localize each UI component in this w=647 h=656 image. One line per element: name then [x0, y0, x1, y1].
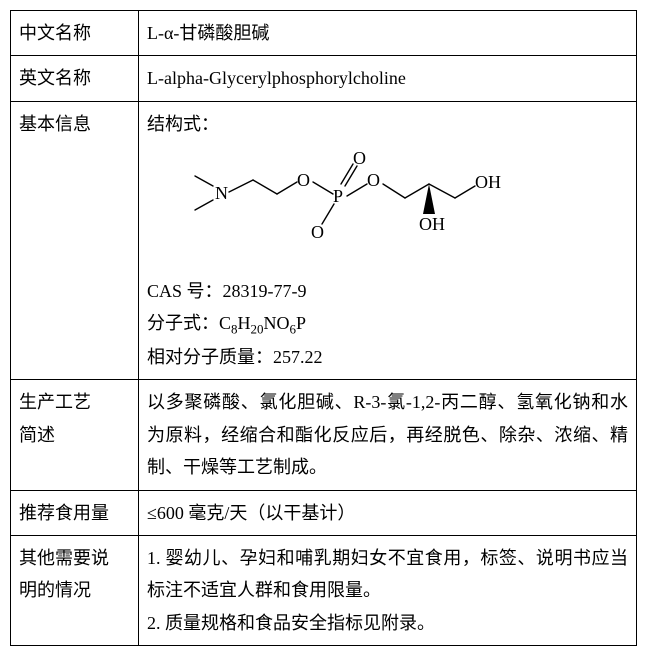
cas-value: 28319-77-9 — [223, 281, 307, 301]
note-line-1: 1. 婴幼儿、孕妇和哺乳期妇女不宜食用，标签、说明书应当标注不适宜人群和食用限量… — [147, 542, 628, 607]
cas-line: CAS 号：28319-77-9 — [147, 275, 628, 307]
mw-value: 257.22 — [273, 347, 323, 367]
mw-line: 相对分子质量：257.22 — [147, 341, 628, 373]
row-en-name: 英文名称 L-alpha-Glycerylphosphorylcholine — [11, 56, 637, 101]
label-en-name: 英文名称 — [11, 56, 139, 101]
cas-label: CAS 号： — [147, 281, 223, 301]
formula-value: C8H20NO6P — [219, 313, 306, 333]
value-cn-name: L-α-甘磷酸胆碱 — [139, 11, 637, 56]
row-intake: 推荐食用量 ≤600 毫克/天（以干基计） — [11, 490, 637, 535]
molecule-structure: N O P — [147, 140, 628, 274]
row-process: 生产工艺 简述 以多聚磷酸、氯化胆碱、R-3-氯-1,2-丙二醇、氢氧化钠和水为… — [11, 380, 637, 490]
svg-text:OH: OH — [475, 172, 501, 192]
svg-text:O: O — [353, 148, 366, 168]
value-basic-info: 结构式： N — [139, 101, 637, 380]
svg-text:O: O — [297, 170, 310, 190]
label-intake: 推荐食用量 — [11, 490, 139, 535]
row-basic-info: 基本信息 结构式： N — [11, 101, 637, 380]
compound-info-table: 中文名称 L-α-甘磷酸胆碱 英文名称 L-alpha-Glycerylphos… — [10, 10, 637, 646]
label-process: 生产工艺 简述 — [11, 380, 139, 490]
svg-text:N: N — [215, 183, 228, 203]
structure-label: 结构式： — [147, 108, 628, 140]
value-intake: ≤600 毫克/天（以干基计） — [139, 490, 637, 535]
note-line-2: 2. 质量规格和食品安全指标见附录。 — [147, 607, 628, 639]
formula-label: 分子式： — [147, 313, 219, 333]
label-basic-info: 基本信息 — [11, 101, 139, 380]
value-notes: 1. 婴幼儿、孕妇和哺乳期妇女不宜食用，标签、说明书应当标注不适宜人群和食用限量… — [139, 535, 637, 645]
svg-text:O: O — [311, 222, 324, 242]
value-process: 以多聚磷酸、氯化胆碱、R-3-氯-1,2-丙二醇、氢氧化钠和水为原料，经缩合和酯… — [139, 380, 637, 490]
row-cn-name: 中文名称 L-α-甘磷酸胆碱 — [11, 11, 637, 56]
row-notes: 其他需要说 明的情况 1. 婴幼儿、孕妇和哺乳期妇女不宜食用，标签、说明书应当标… — [11, 535, 637, 645]
svg-text:OH: OH — [419, 214, 445, 234]
svg-text:O: O — [367, 170, 380, 190]
value-en-name: L-alpha-Glycerylphosphorylcholine — [139, 56, 637, 101]
mw-label: 相对分子质量： — [147, 347, 273, 367]
formula-line: 分子式：C8H20NO6P — [147, 307, 628, 341]
label-notes: 其他需要说 明的情况 — [11, 535, 139, 645]
label-cn-name: 中文名称 — [11, 11, 139, 56]
svg-text:P: P — [333, 186, 343, 206]
